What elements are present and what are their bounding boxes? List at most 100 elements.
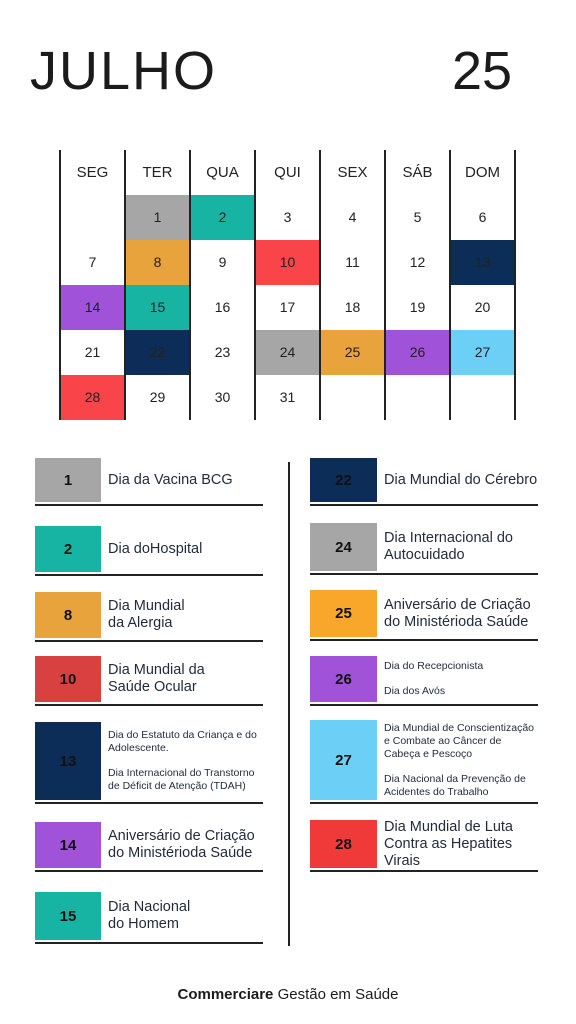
event-paragraph: Dia Mundial de Luta Contra as Hepatites Vi… (384, 819, 543, 870)
event-text: Dia do Recepcionista Dia dos Avós (384, 656, 543, 702)
day-cell: 5 (413, 209, 422, 225)
event-rule (310, 639, 538, 641)
event-rule (35, 704, 263, 706)
event-paragraph: Dia Nacional da Prevenção de Acidentes do… (384, 773, 543, 799)
event-line: Dia Nacional (108, 899, 191, 915)
weekday: SÁB (402, 164, 433, 181)
event-line: Dia Internacional do Transtorno (108, 767, 255, 779)
day-cell: 28 (60, 375, 125, 420)
event-paragraph: Aniversário de Criação do Ministérioda Sa… (108, 828, 268, 862)
event-line: Dia Mundial do Cérebro (384, 471, 538, 488)
event-day: 13 (35, 722, 101, 800)
event-rule (35, 802, 263, 804)
event-day: 10 (35, 656, 101, 702)
event-rule (35, 640, 263, 642)
grid-line (449, 150, 451, 420)
day-cell: 20 (474, 299, 491, 315)
event-paragraph: Dia doHospital (108, 541, 268, 558)
event-day: 28 (310, 820, 377, 868)
month-title: JULHO (30, 41, 218, 101)
event-text: Aniversário de Criação do Ministérioda Sa… (108, 822, 268, 868)
day-cell: 31 (279, 389, 296, 405)
day-cell: 16 (214, 299, 231, 315)
event-paragraph: Dia Mundial da Alergia (108, 598, 268, 632)
event-paragraph: Dia dos Avós (384, 685, 543, 698)
event-text: Dia Internacional do Autocuidado (384, 523, 543, 571)
event-paragraph: Dia Internacional do Transtorno de Défici… (108, 767, 268, 793)
event-line: Dia do Recepcionista (384, 660, 484, 672)
event-text: Dia doHospital (108, 526, 268, 572)
event-text: Dia do Estatuto da Criança e do Adolescen… (108, 722, 268, 800)
day-cell: 12 (409, 254, 426, 270)
event-paragraph: Dia Nacional do Homem (108, 899, 268, 933)
day-cell: 9 (218, 254, 227, 270)
day-cell: 17 (279, 299, 296, 315)
grid-line (319, 150, 321, 420)
event-paragraph: Dia do Estatuto da Criança e do Adolescen… (108, 729, 268, 755)
event-line: Dia Mundial de Conscientização (384, 721, 534, 734)
event-text: Dia Mundial de Conscientização e Combate … (384, 720, 543, 800)
event-line: da Alergia (108, 615, 173, 631)
day-cell: 18 (344, 299, 361, 315)
event-day: 2 (35, 526, 101, 572)
event-rule (310, 802, 538, 804)
event-rule (35, 870, 263, 872)
day-cell: 15 (125, 285, 190, 330)
weekday: QUI (274, 164, 301, 181)
event-paragraph: Aniversário de Criação do Ministérioda Sa… (384, 597, 543, 631)
event-line: Dia dos Avós (384, 685, 446, 697)
event-paragraph: Dia Internacional do Autocuidado (384, 530, 543, 564)
weekday: DOM (465, 164, 500, 181)
event-rule (310, 870, 538, 872)
event-line: Autocuidado (384, 547, 465, 563)
event-day: 1 (35, 458, 101, 502)
grid-line (59, 150, 61, 420)
weekday: TER (142, 164, 173, 181)
event-line: e Combate ao Câncer de (384, 734, 502, 747)
event-rule (35, 574, 263, 576)
event-day: 24 (310, 523, 377, 571)
day-cell: 3 (283, 209, 292, 225)
day-cell: 25 (320, 330, 385, 375)
event-text: Dia Mundial do Cérebro (384, 458, 543, 502)
tagline: Gestão em Saúde (277, 986, 399, 1003)
event-day: 15 (35, 892, 101, 940)
event-rule (35, 504, 263, 506)
weekday: QUA (206, 164, 239, 181)
event-line: Dia do Estatuto da Criança e do (108, 729, 257, 741)
day-cell: 10 (255, 240, 320, 285)
event-day: 25 (310, 590, 377, 637)
event-line: Dia Mundial de Luta (384, 818, 513, 835)
event-paragraph: Dia Mundial de Conscientização e Combate … (384, 722, 543, 761)
event-line: Dia doHospital (108, 540, 203, 557)
day-cell: 7 (88, 254, 97, 270)
day-cell: 8 (125, 240, 190, 285)
day-cell: 21 (84, 344, 101, 360)
event-text: Aniversário de Criação do Ministérioda Sa… (384, 590, 543, 637)
day-cell: 19 (409, 299, 426, 315)
day-cell: 13 (450, 240, 515, 285)
event-line: do Ministérioda Saúde (384, 613, 529, 630)
event-paragraph: Dia da Vacina BCG (108, 472, 268, 489)
event-line: Dia da Vacina BCG (108, 471, 233, 488)
event-day: 8 (35, 592, 101, 638)
year: 25 (452, 41, 513, 101)
weekday: SEX (337, 164, 368, 181)
event-paragraph: Dia Mundial do Cérebro (384, 472, 543, 489)
day-cell: 1 (125, 195, 190, 240)
event-line: de Déficit de Atenção (TDAH) (108, 780, 246, 792)
day-cell: 14 (60, 285, 125, 330)
event-line: Adolescente. (108, 742, 169, 754)
day-cell: 6 (478, 209, 487, 225)
day-cell: 30 (214, 389, 231, 405)
day-cell: 27 (450, 330, 515, 375)
day-cell: 26 (385, 330, 450, 375)
day-cell: 24 (255, 330, 320, 375)
day-cell: 4 (348, 209, 357, 225)
event-line: do Homem (108, 916, 179, 932)
brand: Commerciare (177, 986, 274, 1003)
event-text: Dia Nacional do Homem (108, 892, 268, 940)
event-text: Dia da Vacina BCG (108, 458, 268, 502)
